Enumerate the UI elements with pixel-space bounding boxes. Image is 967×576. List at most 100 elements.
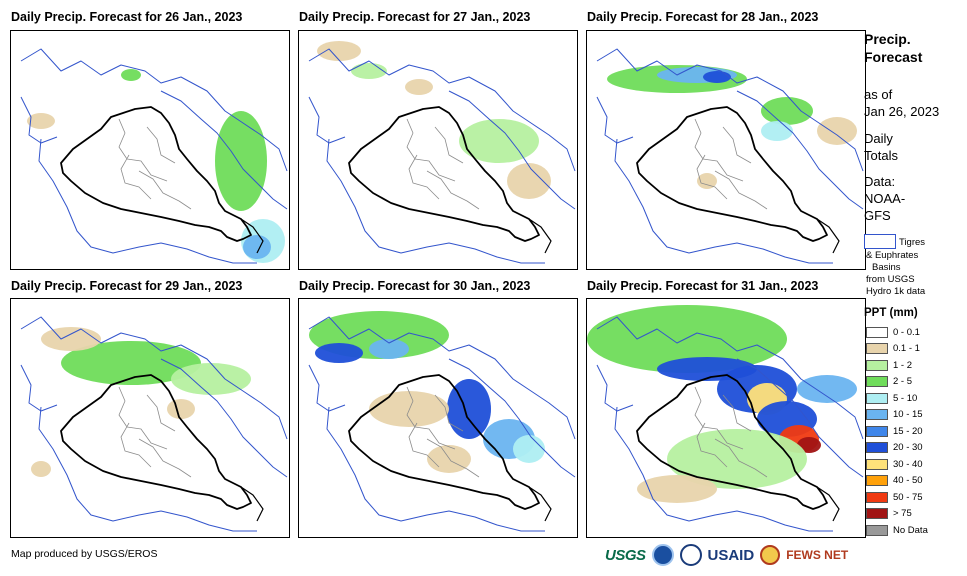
ppt-legend-label: 2 - 5 (893, 376, 913, 387)
ppt-legend-swatch (866, 491, 888, 503)
precip-field (369, 391, 449, 427)
country-boundary (348, 374, 540, 510)
panel-title-3: Daily Precip. Forecast for 28 Jan., 2023 (587, 10, 819, 24)
basin-legend-line5: Hydro 1k data (866, 286, 926, 297)
precip-field (215, 111, 267, 211)
precip-field (817, 117, 857, 145)
country-boundary (636, 106, 828, 242)
province-boundary (146, 126, 176, 164)
precip-field (61, 341, 201, 385)
ppt-legend-label: 1 - 2 (893, 359, 913, 371)
basin-boundary (736, 90, 864, 210)
panel-title-1: Daily Precip. Forecast for 26 Jan., 2023 (11, 10, 243, 24)
usaid-logo: USAID (707, 546, 755, 564)
province-boundary (434, 394, 464, 432)
precip-field (167, 399, 195, 419)
panel-title-4: Daily Precip. Forecast for 29 Jan., 2023 (11, 279, 243, 293)
ppt-legend-swatch (866, 524, 888, 536)
ppt-legend-label: 40 - 50 (893, 475, 923, 486)
basin-boundary (20, 316, 288, 440)
country-boundary (816, 218, 840, 254)
basin-boundary (308, 96, 346, 144)
ppt-legend-swatch (866, 343, 888, 354)
totals-line1: Daily (864, 131, 893, 146)
data-line1: Data: (864, 174, 896, 189)
country-boundary (348, 106, 540, 242)
basin-boundary (160, 90, 288, 210)
precip-field (797, 375, 857, 403)
country-boundary (60, 106, 252, 242)
precip-field (315, 343, 363, 363)
forecast-map-5 (298, 298, 578, 538)
fewsnet-logo: FEWS NET (786, 548, 849, 562)
ppt-legend-row: 0 - 0.1 (866, 325, 920, 339)
precip-field (697, 173, 717, 189)
province-boundary (408, 154, 440, 200)
basin-boundary (38, 406, 257, 532)
precip-field (369, 339, 409, 359)
province-boundary (426, 438, 480, 478)
province-boundary (120, 422, 152, 468)
ppt-legend-label: 15 - 20 (893, 425, 923, 437)
ppt-legend-swatch (866, 326, 888, 338)
partner-logos: USGS USAID FEWS NET (605, 542, 848, 568)
basin-boundary (596, 364, 634, 412)
country-boundary (240, 486, 264, 522)
country-boundary (636, 374, 828, 510)
ppt-legend-row: No Data (866, 523, 928, 537)
data-line2: NOAA- (864, 191, 906, 206)
country-boundary (528, 486, 552, 522)
ppt-legend-row: 20 - 30 (866, 441, 923, 455)
ppt-legend-row: 5 - 10 (866, 391, 917, 405)
as-of-date: as of Jan 26, 2023 (864, 86, 939, 120)
precip-field (507, 163, 551, 199)
basin-legend-line1: Tigres (899, 237, 926, 248)
precip-field (637, 475, 717, 503)
province-boundary (714, 438, 768, 478)
ppt-legend-label: 0 - 0.1 (893, 326, 920, 338)
country-boundary (60, 374, 252, 510)
legend-title: Precip. Forecast (864, 30, 922, 66)
ppt-legend-title: PPT (mm) (864, 307, 918, 319)
ppt-legend-label: > 75 (893, 508, 912, 519)
noaa-logo-icon (651, 544, 674, 566)
province-boundary (120, 154, 152, 200)
precip-field (317, 41, 361, 61)
map-credit: Map produced by USGS/EROS (11, 548, 158, 560)
forecast-map-2 (298, 30, 578, 270)
basin-boundary (736, 358, 864, 478)
basin-boundary (308, 364, 346, 412)
ppt-legend-swatch (866, 376, 888, 387)
basin-boundary (596, 48, 864, 172)
precip-field (171, 363, 251, 395)
basin-boundary (20, 48, 288, 172)
ppt-legend-label: 0.1 - 1 (893, 343, 920, 354)
province-boundary (146, 394, 176, 432)
ppt-legend-row: 1 - 2 (866, 358, 912, 372)
ppt-legend-label: 20 - 30 (893, 442, 923, 453)
ppt-legend-swatch (866, 508, 888, 519)
province-boundary (722, 394, 752, 432)
country-boundary (240, 218, 264, 254)
panel-title-5: Daily Precip. Forecast for 30 Jan., 2023 (299, 279, 531, 293)
basin-boundary (20, 364, 58, 412)
basin-boundary (448, 358, 576, 478)
totals-line2: Totals (864, 148, 898, 163)
province-boundary (434, 126, 464, 164)
ppt-legend-label: 5 - 10 (893, 392, 918, 404)
country-boundary (816, 486, 840, 522)
ppt-legend-row: 50 - 75 (866, 490, 923, 504)
panel-title-6: Daily Precip. Forecast for 31 Jan., 2023 (587, 279, 819, 293)
precip-field (405, 79, 433, 95)
ppt-legend-swatch (866, 409, 888, 420)
basin-boundary (448, 90, 576, 210)
basin-boundary (614, 138, 833, 264)
precip-field (427, 445, 471, 473)
ppt-legend-swatch (866, 425, 888, 437)
province-boundary (722, 126, 752, 164)
basin-boundary (160, 358, 288, 478)
precip-field (121, 69, 141, 81)
ppt-legend-label: 50 - 75 (893, 491, 923, 503)
as-of-label: as of (864, 87, 893, 102)
precip-field (667, 429, 807, 489)
